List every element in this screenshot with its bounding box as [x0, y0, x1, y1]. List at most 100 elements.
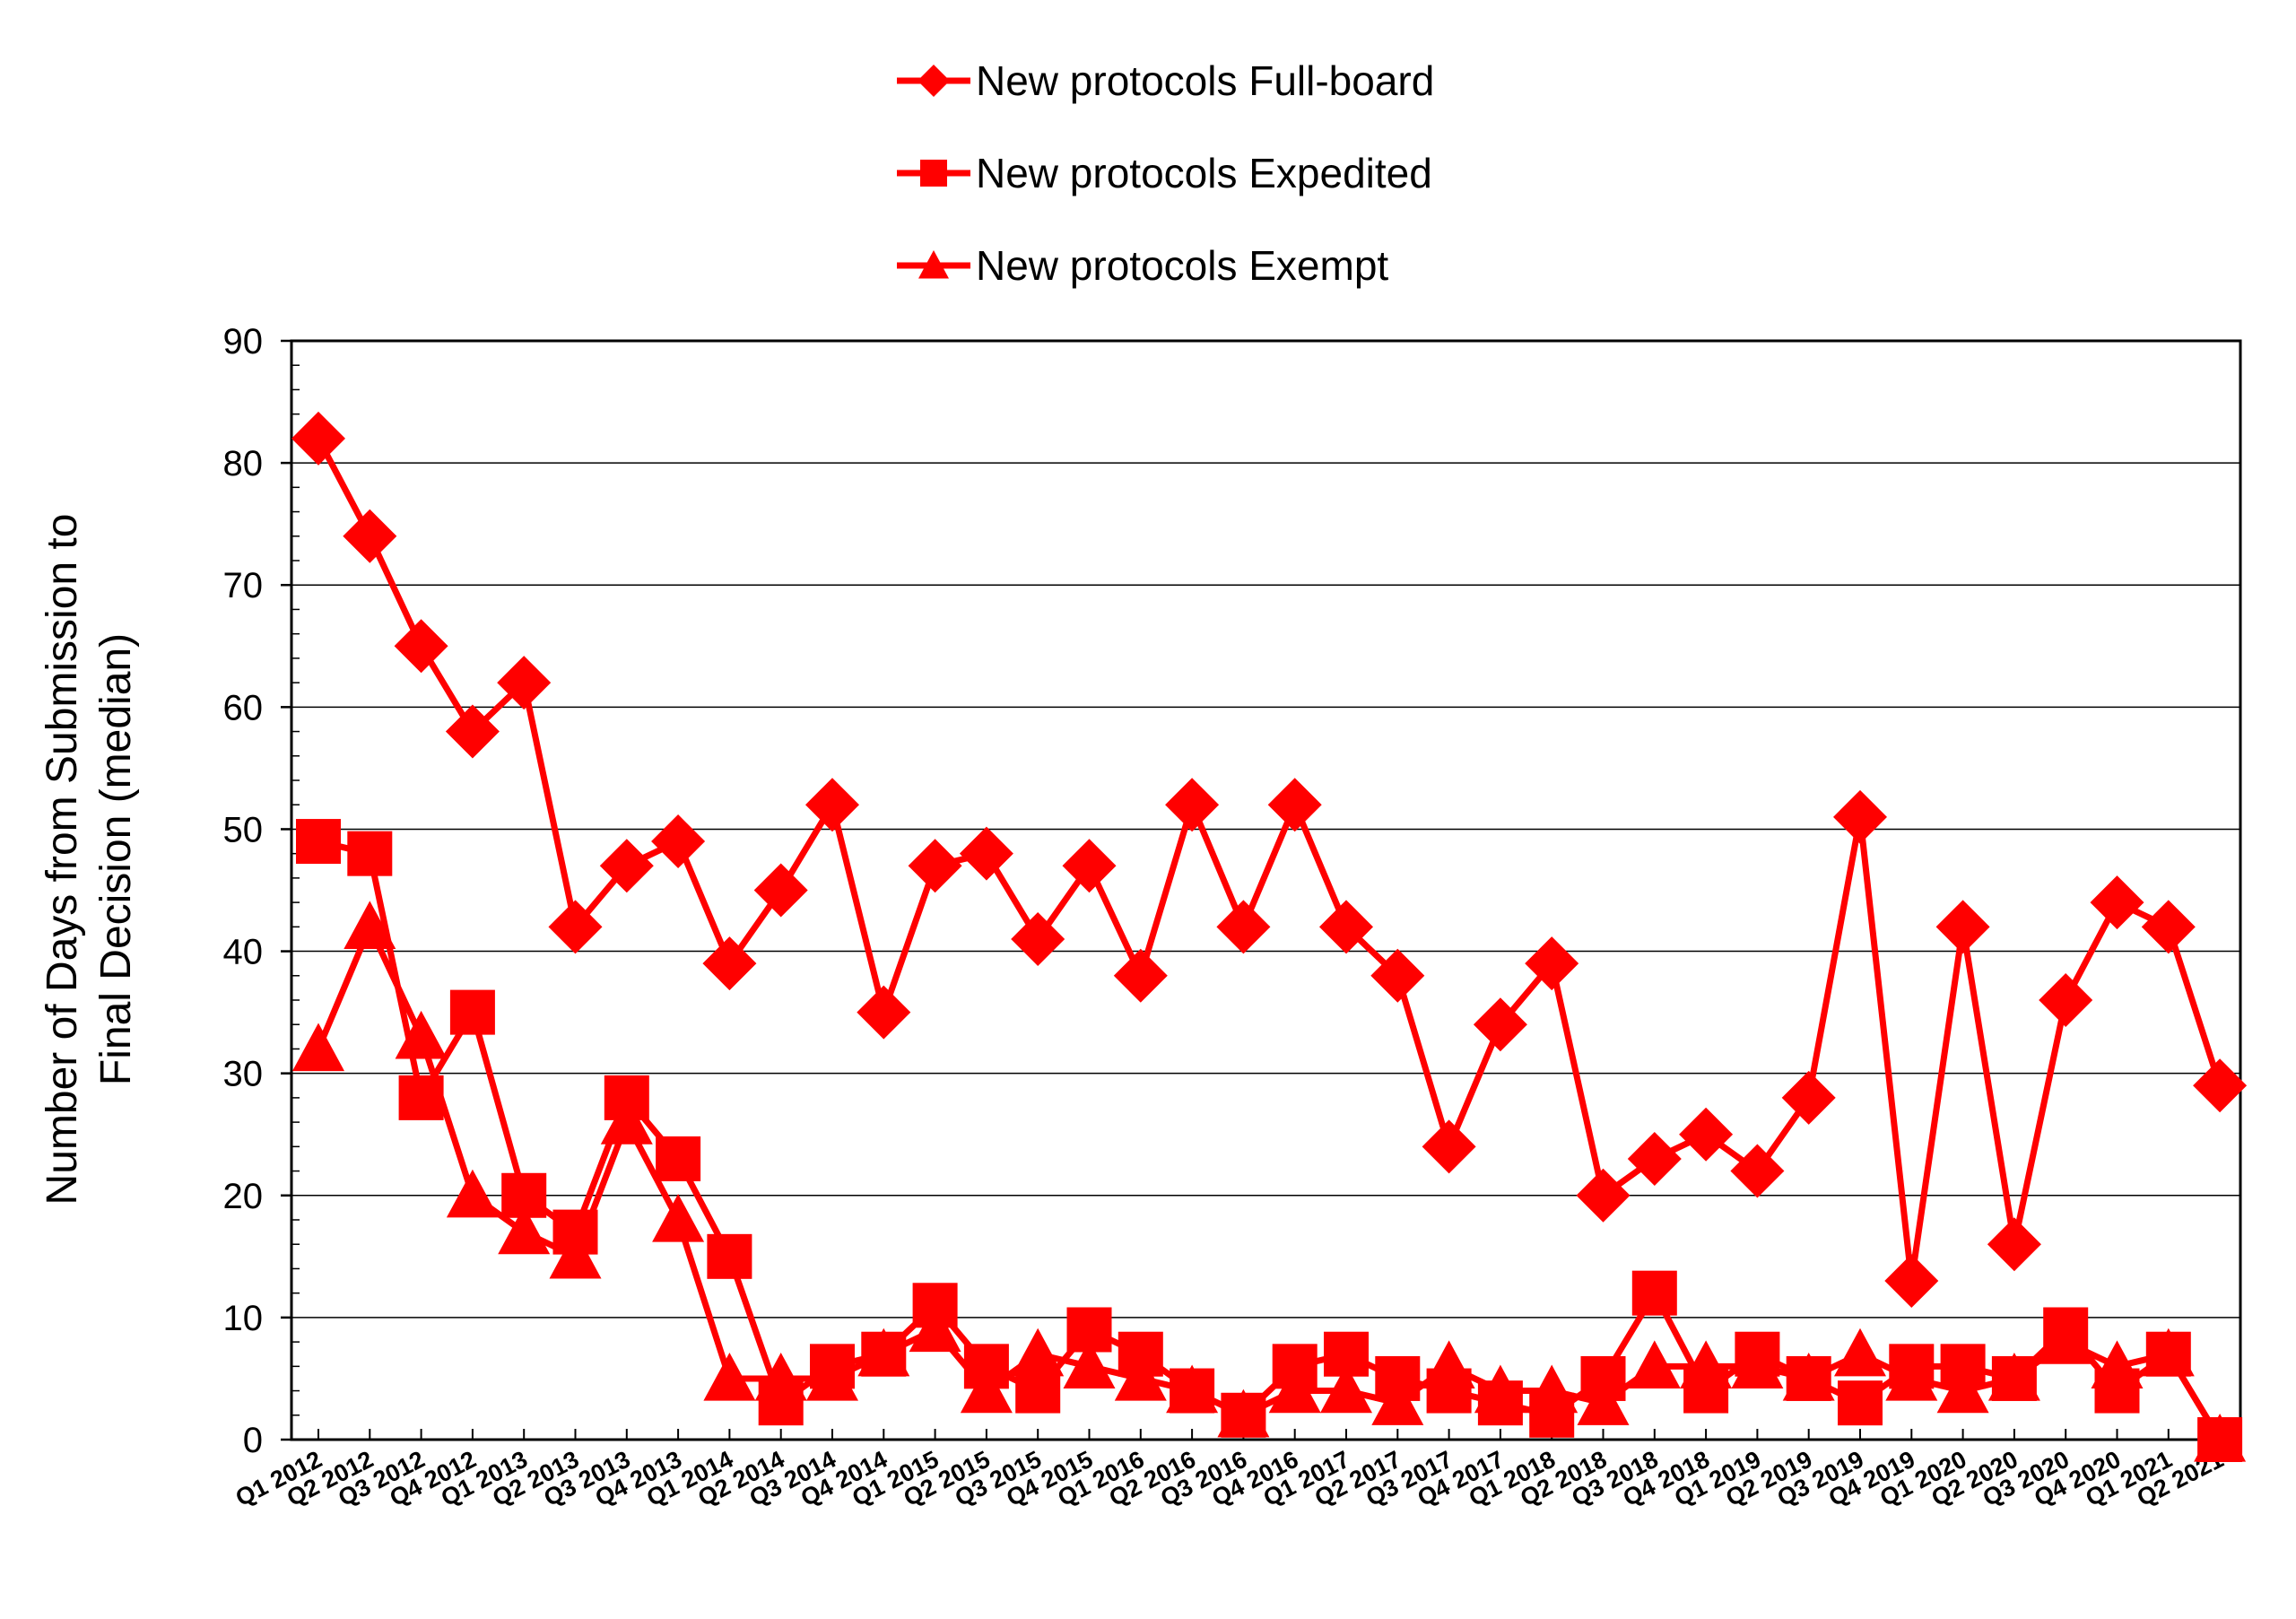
y-tick-label: 60 [223, 688, 264, 727]
data-point [656, 1136, 701, 1181]
data-point [1267, 778, 1322, 832]
data-point [1680, 1340, 1733, 1388]
data-point [446, 1169, 499, 1218]
plot-frame [290, 339, 2242, 1441]
data-point [1473, 997, 1527, 1052]
data-point [549, 1230, 602, 1279]
legend-label: New protocols Exempt [976, 242, 1388, 289]
data-point [497, 656, 552, 710]
y-tick-label: 40 [223, 933, 264, 972]
series-square [296, 819, 2243, 1462]
y-tick-label: 90 [223, 322, 264, 361]
data-point [2141, 900, 2196, 954]
data-point [600, 1096, 653, 1145]
data-point [1577, 1377, 1630, 1425]
data-point [909, 1303, 961, 1353]
data-point [599, 839, 654, 893]
data-point [292, 1023, 344, 1072]
data-point [857, 1327, 910, 1377]
y-tick-label: 80 [223, 444, 264, 483]
data-point [703, 1352, 756, 1401]
data-point [2090, 875, 2144, 930]
data-point [1166, 1364, 1219, 1414]
legend-entry-triangle: New protocols Exempt [897, 242, 1388, 289]
data-point [1320, 1364, 1372, 1414]
data-point [1838, 1380, 1883, 1426]
data-point [1371, 1377, 1424, 1425]
data-point [548, 900, 603, 954]
data-point [805, 778, 859, 832]
data-point [960, 1364, 1013, 1414]
data-point [707, 1233, 752, 1279]
data-point [1833, 789, 1887, 844]
data-point [1628, 1340, 1681, 1388]
data-point [1781, 1070, 1836, 1125]
data-point [1422, 1119, 1476, 1174]
data-point [1113, 948, 1168, 1003]
y-tick-label: 30 [223, 1055, 264, 1094]
data-point [1370, 948, 1425, 1003]
data-point [2142, 1327, 2195, 1377]
data-point [1012, 1327, 1065, 1377]
legend-entry-square: New protocols Expedited [897, 150, 1432, 196]
data-point [1885, 1352, 1938, 1401]
legend-marker [918, 65, 950, 97]
y-tick-label: 70 [223, 566, 264, 605]
data-point [2193, 1058, 2248, 1113]
data-point [857, 985, 911, 1040]
data-point [1935, 900, 1990, 954]
legend-label: New protocols Expedited [976, 150, 1432, 196]
data-point [445, 704, 500, 759]
data-series [291, 411, 2248, 1462]
data-point [1526, 1364, 1578, 1414]
data-point [296, 819, 341, 865]
data-point [1987, 1352, 2040, 1401]
data-point [395, 1010, 448, 1059]
data-point [1268, 1364, 1321, 1414]
y-tick-label: 20 [223, 1177, 264, 1216]
series-line [315, 923, 2223, 1441]
gridlines [291, 340, 2240, 1319]
data-point [1114, 1352, 1167, 1401]
data-point [806, 1352, 858, 1401]
data-point [754, 1352, 807, 1401]
data-point [347, 831, 393, 876]
data-point [651, 814, 706, 869]
data-point [449, 989, 495, 1035]
legend-entry-diamond: New protocols Full-board [897, 57, 1434, 104]
data-point [908, 839, 962, 893]
data-point [1165, 778, 1220, 832]
data-point [1731, 1340, 1784, 1388]
data-point [1474, 1364, 1526, 1414]
data-point [2039, 1316, 2092, 1364]
data-point [394, 619, 448, 674]
y-tick-label: 0 [243, 1421, 263, 1460]
data-point [1422, 1340, 1475, 1388]
y-tick-label: 50 [223, 810, 264, 849]
data-point [343, 509, 397, 563]
data-point [2194, 1414, 2247, 1462]
data-point [1576, 1168, 1631, 1223]
data-point [1062, 839, 1117, 893]
y-tick-label: 10 [223, 1299, 264, 1338]
legend-label: New protocols Full-board [976, 57, 1434, 104]
data-point [2039, 973, 2093, 1027]
data-point [959, 826, 1013, 881]
data-point [1217, 1388, 1270, 1438]
data-point [1063, 1340, 1116, 1388]
series-diamond [291, 411, 2248, 1309]
data-point [1627, 1131, 1682, 1186]
data-point [1216, 900, 1271, 954]
data-point [1834, 1327, 1886, 1377]
data-point [1319, 900, 1373, 954]
data-point [344, 901, 396, 949]
y-axis-title-line-2: Final Decision (median) [92, 633, 140, 1085]
legend: New protocols Full-board New protocols Ex… [897, 57, 1434, 289]
legend-marker [918, 250, 949, 279]
data-point [1987, 1217, 2041, 1272]
data-point [1011, 911, 1065, 966]
data-point [291, 411, 345, 466]
data-point [1679, 1107, 1734, 1162]
